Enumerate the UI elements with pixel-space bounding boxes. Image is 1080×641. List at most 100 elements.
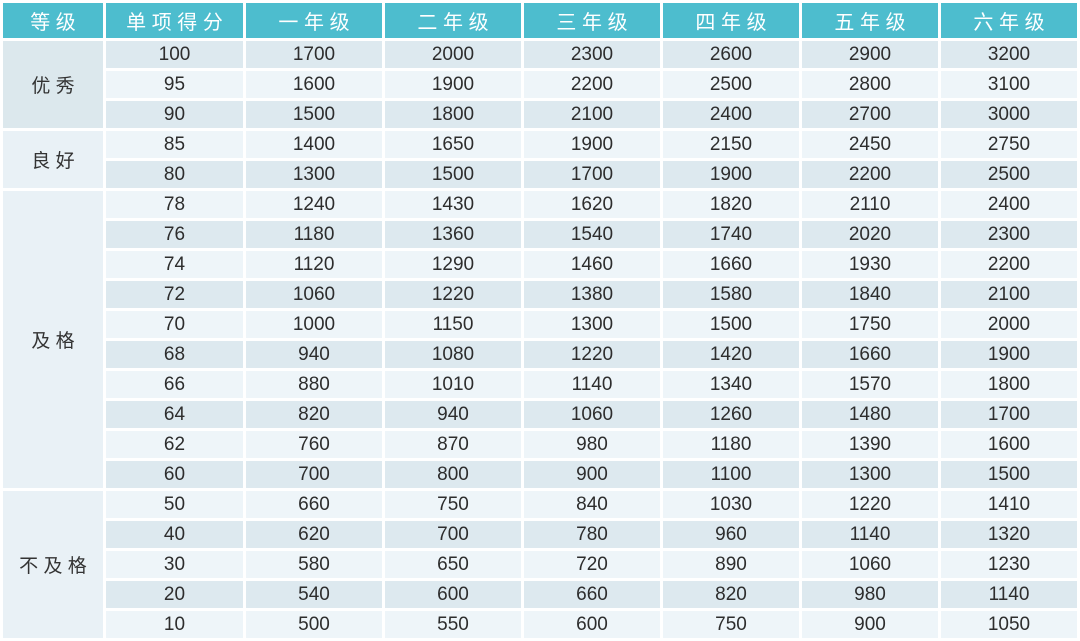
value-cell: 1180 — [663, 431, 799, 458]
value-cell: 2100 — [524, 101, 660, 128]
value-cell: 1050 — [941, 611, 1077, 638]
table-row: 40 620 700 780 960 1140 1320 — [3, 521, 1077, 548]
value-cell: 1650 — [385, 131, 521, 158]
grade-category-cell: 优秀 — [3, 41, 103, 128]
value-cell: 1140 — [941, 581, 1077, 608]
table-row: 74 1120 1290 1460 1660 1930 2200 — [3, 251, 1077, 278]
table-row: 60 700 800 900 1100 1300 1500 — [3, 461, 1077, 488]
table-row: 64 820 940 1060 1260 1480 1700 — [3, 401, 1077, 428]
value-cell: 1540 — [524, 221, 660, 248]
table-row: 72 1060 1220 1380 1580 1840 2100 — [3, 281, 1077, 308]
value-cell: 2020 — [802, 221, 938, 248]
value-cell: 1180 — [246, 221, 382, 248]
score-cell: 70 — [106, 311, 243, 338]
value-cell: 780 — [524, 521, 660, 548]
value-cell: 2300 — [524, 41, 660, 68]
value-cell: 700 — [246, 461, 382, 488]
value-cell: 1060 — [802, 551, 938, 578]
value-cell: 900 — [802, 611, 938, 638]
value-cell: 2700 — [802, 101, 938, 128]
column-header-grade2: 二年级 — [385, 3, 521, 38]
score-cell: 68 — [106, 341, 243, 368]
value-cell: 600 — [524, 611, 660, 638]
score-cell: 95 — [106, 71, 243, 98]
value-cell: 1660 — [802, 341, 938, 368]
value-cell: 1390 — [802, 431, 938, 458]
table-row: 30 580 650 720 890 1060 1230 — [3, 551, 1077, 578]
value-cell: 1500 — [385, 161, 521, 188]
value-cell: 760 — [246, 431, 382, 458]
value-cell: 1260 — [663, 401, 799, 428]
value-cell: 820 — [663, 581, 799, 608]
table-row: 95 1600 1900 2200 2500 2800 3100 — [3, 71, 1077, 98]
value-cell: 1480 — [802, 401, 938, 428]
table-row: 68 940 1080 1220 1420 1660 1900 — [3, 341, 1077, 368]
value-cell: 2150 — [663, 131, 799, 158]
grade-category-cell: 良好 — [3, 131, 103, 188]
value-cell: 3000 — [941, 101, 1077, 128]
column-header-grade6: 六年级 — [941, 3, 1077, 38]
value-cell: 1000 — [246, 311, 382, 338]
value-cell: 1700 — [246, 41, 382, 68]
score-cell: 40 — [106, 521, 243, 548]
value-cell: 1140 — [802, 521, 938, 548]
value-cell: 980 — [802, 581, 938, 608]
value-cell: 1500 — [663, 311, 799, 338]
value-cell: 820 — [246, 401, 382, 428]
value-cell: 880 — [246, 371, 382, 398]
score-cell: 50 — [106, 491, 243, 518]
value-cell: 1010 — [385, 371, 521, 398]
value-cell: 1750 — [802, 311, 938, 338]
value-cell: 890 — [663, 551, 799, 578]
table-row: 及格 78 1240 1430 1620 1820 2110 2400 — [3, 191, 1077, 488]
value-cell: 1740 — [663, 221, 799, 248]
value-cell: 1580 — [663, 281, 799, 308]
value-cell: 1380 — [524, 281, 660, 308]
value-cell: 2300 — [941, 221, 1077, 248]
column-header-grade3: 三年级 — [524, 3, 660, 38]
column-header-grade1: 一年级 — [246, 3, 382, 38]
value-cell: 840 — [524, 491, 660, 518]
table-row: 良好 85 1400 1650 1900 2150 2450 2750 — [3, 131, 1077, 188]
value-cell: 650 — [385, 551, 521, 578]
value-cell: 1300 — [524, 311, 660, 338]
value-cell: 1220 — [802, 491, 938, 518]
score-cell: 64 — [106, 401, 243, 428]
table-row: 20 540 600 660 820 980 1140 — [3, 581, 1077, 608]
value-cell: 900 — [524, 461, 660, 488]
value-cell: 1430 — [385, 191, 521, 218]
value-cell: 3200 — [941, 41, 1077, 68]
value-cell: 1500 — [246, 101, 382, 128]
grade-category-cell: 及格 — [3, 191, 103, 488]
table-row: 70 1000 1150 1300 1500 1750 2000 — [3, 311, 1077, 338]
value-cell: 2500 — [941, 161, 1077, 188]
value-cell: 1150 — [385, 311, 521, 338]
value-cell: 580 — [246, 551, 382, 578]
value-cell: 1060 — [246, 281, 382, 308]
value-cell: 2000 — [941, 311, 1077, 338]
value-cell: 1290 — [385, 251, 521, 278]
value-cell: 1570 — [802, 371, 938, 398]
score-cell: 74 — [106, 251, 243, 278]
value-cell: 1220 — [524, 341, 660, 368]
value-cell: 600 — [385, 581, 521, 608]
value-cell: 1900 — [524, 131, 660, 158]
value-cell: 1900 — [941, 341, 1077, 368]
score-cell: 62 — [106, 431, 243, 458]
value-cell: 980 — [524, 431, 660, 458]
grade-category-cell: 不及格 — [3, 491, 103, 638]
value-cell: 1600 — [941, 431, 1077, 458]
value-cell: 1900 — [385, 71, 521, 98]
value-cell: 940 — [246, 341, 382, 368]
value-cell: 620 — [246, 521, 382, 548]
table-row: 90 1500 1800 2100 2400 2700 3000 — [3, 101, 1077, 128]
value-cell: 1120 — [246, 251, 382, 278]
value-cell: 1840 — [802, 281, 938, 308]
value-cell: 870 — [385, 431, 521, 458]
value-cell: 1620 — [524, 191, 660, 218]
column-header-grade5: 五年级 — [802, 3, 938, 38]
value-cell: 1300 — [802, 461, 938, 488]
value-cell: 2200 — [802, 161, 938, 188]
table-row: 不及格 50 660 750 840 1030 1220 1410 — [3, 491, 1077, 638]
